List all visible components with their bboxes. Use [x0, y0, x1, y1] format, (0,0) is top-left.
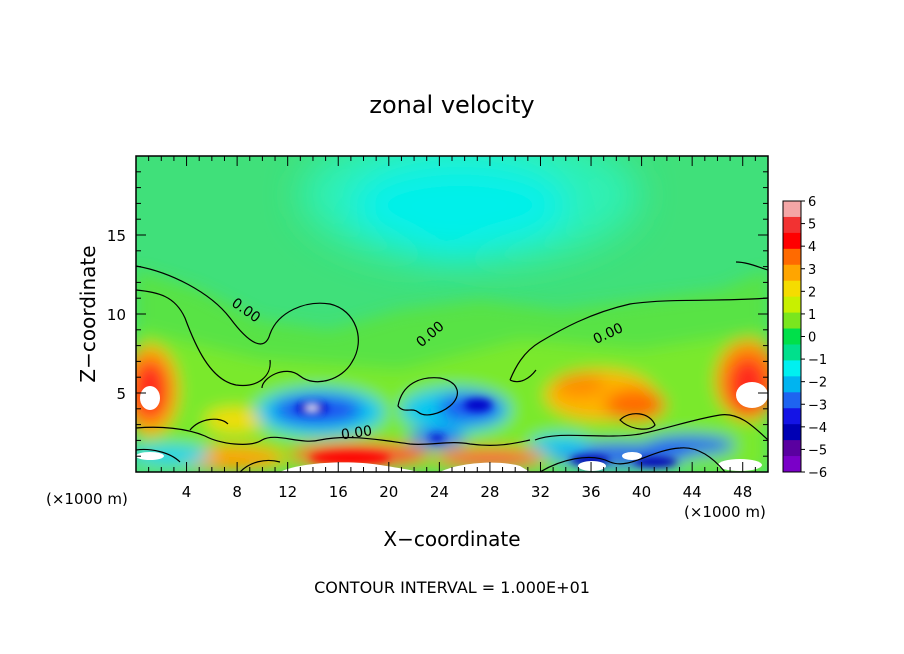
x-tick-label: 40 — [632, 483, 651, 501]
contour-line — [509, 369, 537, 383]
colorbar-segment — [783, 216, 801, 234]
colorbar-segment — [783, 392, 801, 409]
colorbar-segment — [783, 424, 801, 441]
y-axis-ticks: 5 10 15 — [107, 171, 768, 457]
colorbar-tick-label: −4 — [808, 421, 827, 436]
contour-line — [136, 448, 181, 463]
colorbar-segment — [783, 408, 801, 425]
contour-interval-note: CONTOUR INTERVAL = 1.000E+01 — [314, 578, 590, 597]
y-axis-label: Z−coordinate — [76, 245, 100, 382]
colorbar: 6 5 4 3 2 1 0 −1 −2 −3 −4 −5 −6 — [782, 195, 827, 481]
colorbar-tick-label: 3 — [808, 263, 816, 278]
y-tick-label: 10 — [107, 306, 126, 324]
colorbar-segment — [783, 248, 801, 266]
x-tick-label: 8 — [232, 483, 242, 501]
x-tick-label: 24 — [430, 483, 449, 501]
colorbar-tick-label: 0 — [808, 331, 816, 346]
colorbar-tick-label: −2 — [808, 376, 827, 391]
contour-lines — [136, 261, 768, 472]
x-tick-label: 20 — [379, 483, 398, 501]
colorbar-segment — [783, 296, 801, 314]
contour-line — [735, 261, 768, 271]
colorbar-segment — [783, 360, 801, 377]
colorbar-segment — [783, 264, 801, 282]
x-tick-label: 36 — [581, 483, 600, 501]
colorbar-tick-label: −6 — [808, 466, 827, 481]
contour-line — [239, 459, 281, 472]
colorbar-segment — [783, 280, 801, 298]
contour-line — [534, 414, 768, 441]
colorbar-segment — [783, 344, 801, 361]
contour-line — [619, 413, 656, 430]
colorbar-segment — [783, 232, 801, 250]
chart-title: zonal velocity — [369, 91, 534, 119]
colorbar-tick-label: −3 — [808, 398, 827, 413]
x-tick-label: 28 — [480, 483, 499, 501]
x-unit-right: (×1000 m) — [684, 503, 766, 521]
x-unit-left: (×1000 m) — [46, 490, 128, 508]
contour-label: 0.00 — [340, 423, 373, 443]
contour-line — [136, 265, 359, 389]
colorbar-tick-label: 6 — [808, 195, 816, 210]
colorbar-segment — [783, 328, 801, 345]
y-tick-label: 15 — [107, 227, 126, 245]
colorbar-tick-label: −5 — [808, 443, 827, 458]
colorbar-tick-label: −1 — [808, 353, 827, 368]
heatmap-field — [136, 156, 768, 472]
colorbar-segment — [783, 376, 801, 393]
x-tick-label: 16 — [329, 483, 348, 501]
x-tick-label: 44 — [683, 483, 702, 501]
contour-line — [136, 426, 531, 446]
colorbar-segment — [783, 312, 801, 330]
contour-line — [539, 447, 726, 472]
contour-line — [397, 377, 458, 416]
colorbar-segment — [783, 201, 801, 218]
contour-line — [509, 297, 768, 381]
colorbar-tick-label: 1 — [808, 308, 816, 323]
contour-line — [136, 289, 271, 387]
contour-line — [189, 418, 229, 431]
colorbar-tick-label: 5 — [808, 218, 816, 233]
x-tick-label: 48 — [733, 483, 752, 501]
x-tick-label: 4 — [182, 483, 192, 501]
colorbar-segment — [783, 456, 801, 473]
y-tick-label: 5 — [116, 385, 126, 403]
x-axis-ticks: 4 8 12 16 20 24 28 32 36 40 44 48 — [148, 156, 756, 501]
x-axis-label: X−coordinate — [383, 527, 520, 551]
colorbar-tick-label: 4 — [808, 240, 816, 255]
x-tick-label: 32 — [531, 483, 550, 501]
colorbar-segment — [783, 440, 801, 457]
x-tick-label: 12 — [278, 483, 297, 501]
colorbar-tick-label: 2 — [808, 285, 816, 300]
